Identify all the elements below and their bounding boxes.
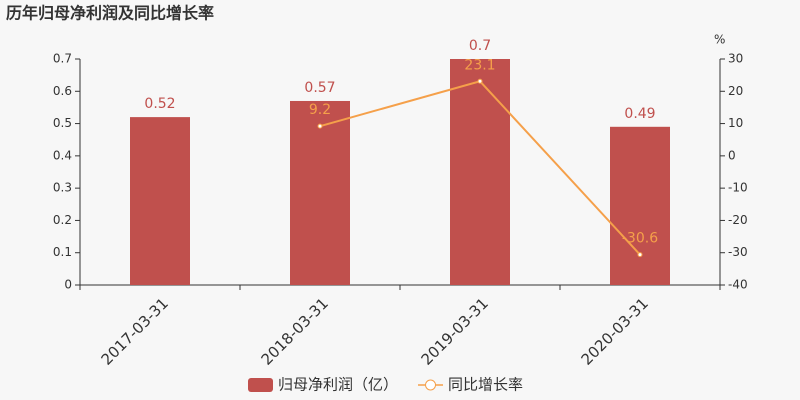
line-value-label: 23.1 (464, 57, 495, 73)
legend-swatch (248, 378, 273, 392)
y-tick-label: 0.3 (53, 181, 72, 195)
bar (290, 100, 350, 285)
y2-tick-label: 10 (728, 116, 743, 130)
y-tick-label: 0.7 (53, 52, 72, 66)
chart-title: 历年归母净利润及同比增长率 (6, 4, 214, 23)
y2-tick-label: -20 (728, 213, 748, 227)
bar-value-label: 0.52 (144, 96, 175, 112)
y2-tick-label: 20 (728, 84, 743, 98)
bar (610, 126, 670, 285)
bar-value-label: 0.49 (624, 106, 655, 122)
bar-value-label: 0.57 (304, 80, 335, 96)
legend-label: 归母净利润（亿） (278, 376, 398, 394)
bar (450, 59, 510, 285)
bar-value-label: 0.7 (469, 38, 491, 54)
line-point (317, 123, 323, 129)
legend-label: 同比增长率 (448, 376, 523, 394)
y-tick-label: 0.4 (53, 148, 72, 162)
y-tick-label: 0 (64, 278, 72, 292)
line-point (637, 252, 643, 258)
y2-tick-label: -30 (728, 245, 748, 259)
y2-tick-label: 30 (728, 52, 743, 66)
y-tick-label: 0.1 (53, 245, 72, 259)
y-tick-label: 0.2 (53, 213, 72, 227)
y2-axis-label: % (714, 33, 725, 47)
bar (130, 117, 190, 285)
y2-tick-label: 0 (728, 148, 736, 162)
y2-tick-label: -10 (728, 181, 748, 195)
line-value-label: -30.6 (622, 231, 658, 247)
y-tick-label: 0.6 (53, 84, 72, 98)
y-tick-label: 0.5 (53, 116, 72, 130)
y2-tick-label: -40 (728, 278, 748, 292)
line-value-label: 9.2 (309, 102, 331, 118)
line-point (477, 78, 483, 84)
legend-swatch-point (425, 379, 437, 391)
